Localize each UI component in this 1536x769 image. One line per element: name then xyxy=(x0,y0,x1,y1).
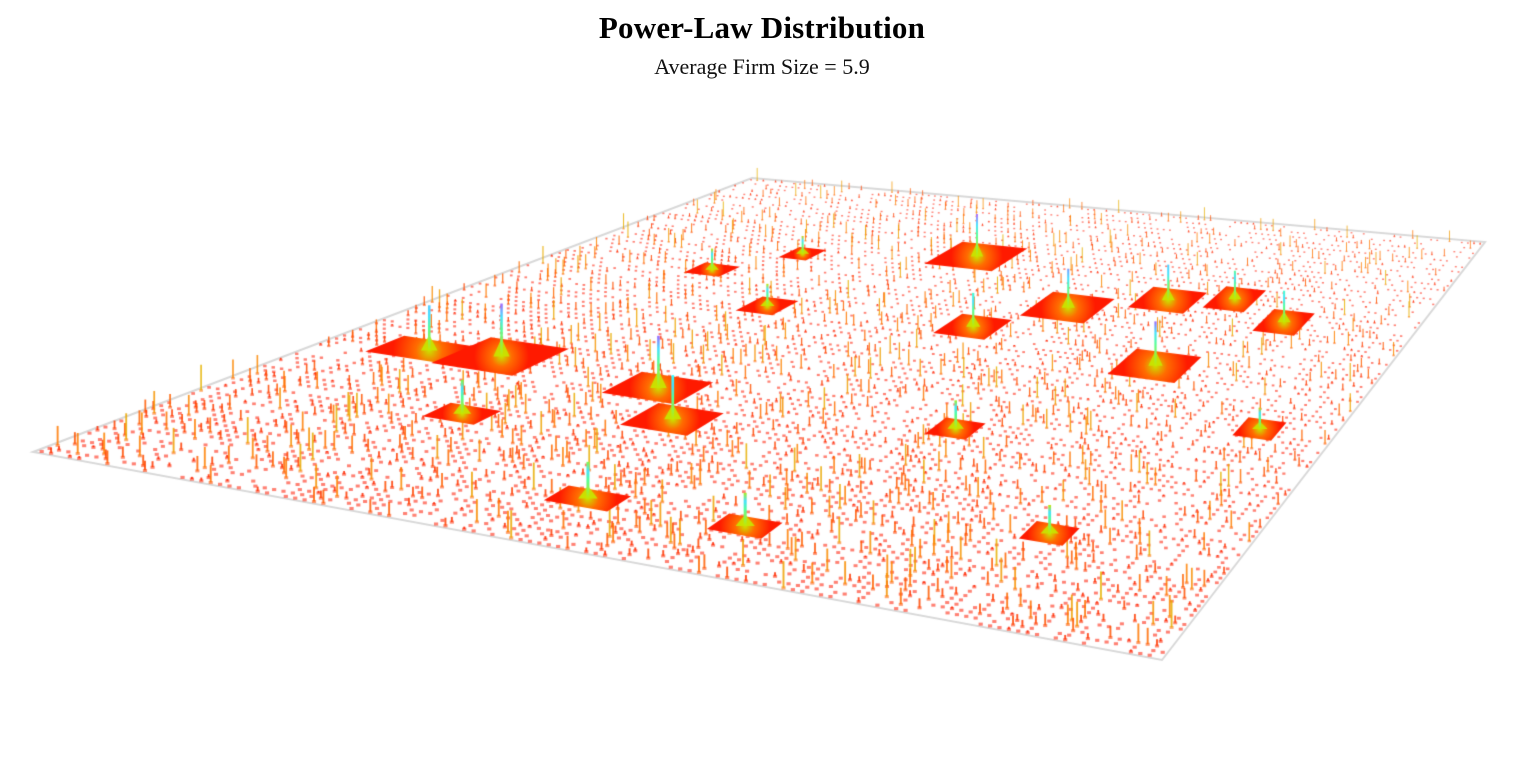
surface-plot-3d[interactable] xyxy=(0,0,1536,769)
